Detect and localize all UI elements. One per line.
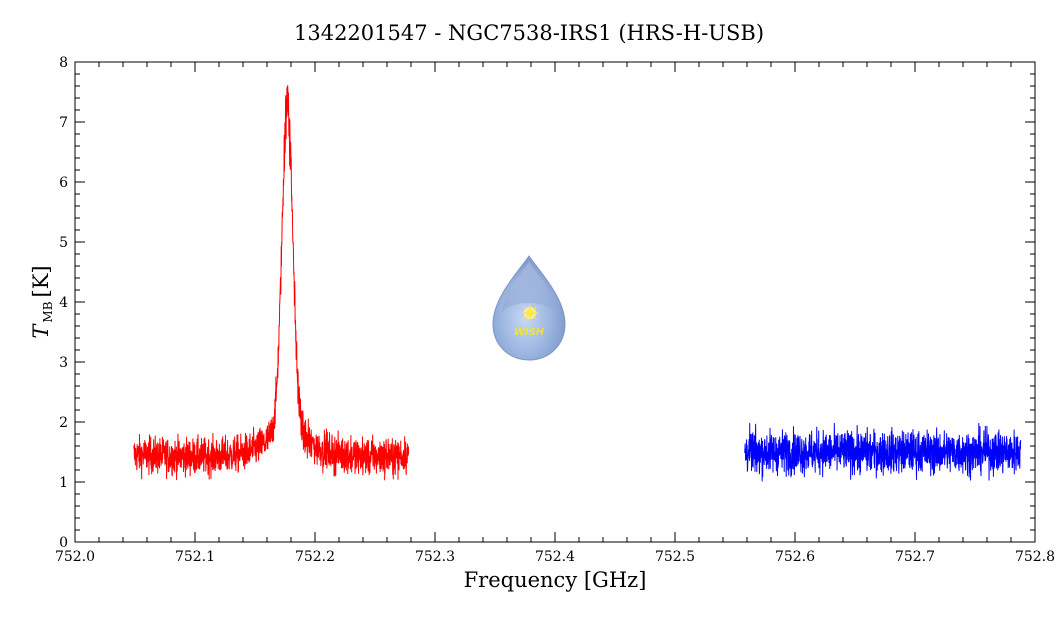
x-tick-label: 752.6	[775, 549, 815, 565]
y-tick-label: 6	[59, 175, 68, 191]
logo-text: WISH	[514, 327, 545, 338]
y-axis-label: TMB [K]	[29, 265, 55, 338]
x-tick-label: 752.0	[55, 549, 95, 565]
wish-logo: WISH	[492, 255, 566, 361]
y-tick-label: 8	[59, 55, 68, 71]
y-tick-label: 5	[59, 235, 68, 251]
y-tick-label: 1	[59, 475, 68, 491]
y-tick-label: 4	[59, 295, 68, 311]
drop-highlight	[502, 262, 556, 312]
x-tick-label: 752.8	[1015, 549, 1055, 565]
y-tick-label: 3	[59, 355, 68, 371]
x-tick-label: 752.4	[535, 549, 575, 565]
x-tick-label: 752.5	[655, 549, 695, 565]
series-layer	[133, 85, 1022, 482]
x-axis-label: Frequency [GHz]	[464, 568, 647, 592]
x-tick-label: 752.2	[295, 549, 335, 565]
y-tick-label: 2	[59, 415, 68, 431]
y-axis-label-sub: MB	[41, 301, 55, 322]
y-tick-label: 7	[59, 115, 68, 131]
series-line-1	[133, 85, 410, 481]
chart-title: 1342201547 - NGC7538-IRS1 (HRS-H-USB)	[294, 21, 764, 45]
x-axis-ticks: 752.0 752.1 752.2 752.3 752.4 752.5 752.6 752.7…	[55, 62, 1055, 565]
star-icon	[521, 304, 539, 322]
y-tick-label: 0	[59, 535, 68, 551]
x-tick-label: 752.7	[895, 549, 935, 565]
y-axis-label-main: T	[29, 323, 53, 339]
x-tick-label: 752.3	[415, 549, 455, 565]
svg-text:TMB[K]: TMB [K]	[29, 265, 55, 338]
x-tick-label: 752.1	[175, 549, 215, 565]
series-line-2	[744, 422, 1022, 482]
y-axis-ticks: 0 1 2 3 4 5 6 7 8	[59, 55, 1035, 551]
y-axis-label-unit: [K]	[29, 265, 53, 297]
